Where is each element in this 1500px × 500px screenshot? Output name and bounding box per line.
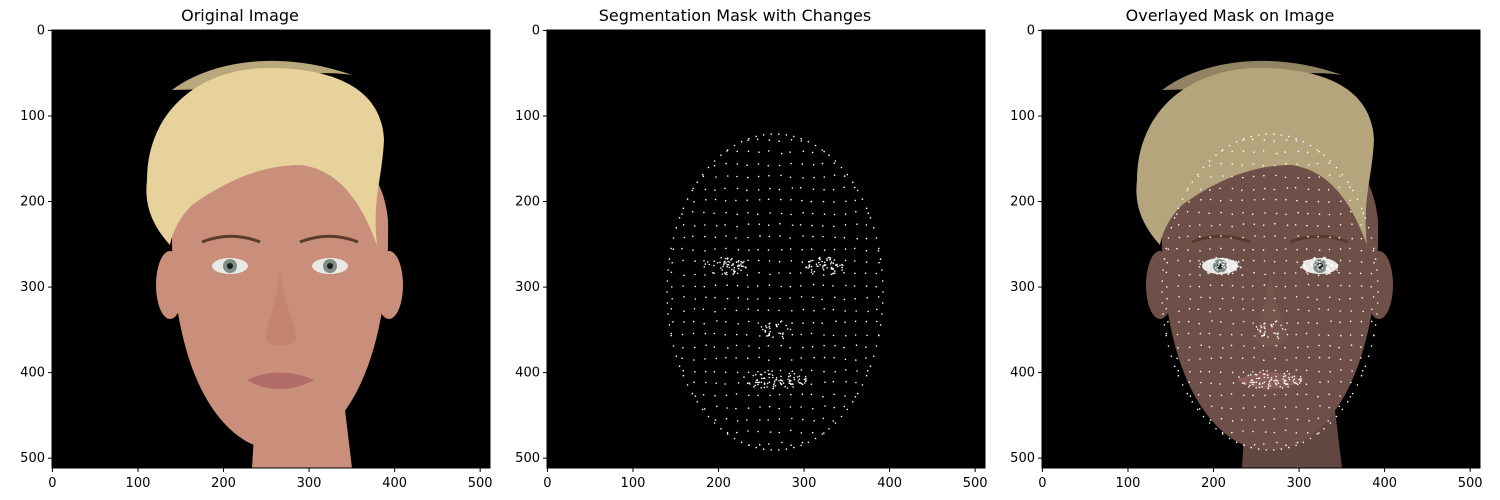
x-tick-label: 100 — [1116, 476, 1141, 491]
x-tick-label: 500 — [468, 476, 493, 491]
x-tick-label: 300 — [297, 476, 322, 491]
panel-title: Original Image — [181, 6, 299, 25]
x-tick-label: 100 — [621, 476, 646, 491]
y-tick-label: 400 — [515, 366, 540, 381]
panel-mask: Segmentation Mask with Changes 0 100 200 30… — [495, 0, 987, 500]
y-tick-label: 500 — [1010, 451, 1035, 466]
x-tick-label: 400 — [1372, 476, 1397, 491]
y-tick-label: 500 — [515, 451, 540, 466]
y-tick-label: 0 — [1027, 23, 1035, 38]
x-tick-label: 500 — [1458, 476, 1483, 491]
x-tick-label: 500 — [963, 476, 988, 491]
y-tick-label: 200 — [515, 195, 540, 210]
x-tick-label: 400 — [877, 476, 902, 491]
y-tick-label: 300 — [20, 280, 45, 295]
y-tick-label: 0 — [532, 23, 540, 38]
image-content — [547, 30, 985, 468]
panel-overlay: Overlayed Mask on Image 0 100 200 300 400 500… — [990, 0, 1482, 500]
x-tick-label: 0 — [543, 476, 551, 491]
x-tick-label: 100 — [126, 476, 151, 491]
y-tick-label: 400 — [20, 366, 45, 381]
x-tick-label: 300 — [792, 476, 817, 491]
y-tick-label: 500 — [20, 451, 45, 466]
image-content — [1042, 30, 1480, 468]
panel-original: Original Image 0 100 200 300 400 500 0 100 200 30… — [0, 0, 492, 500]
y-tick-label: 300 — [1010, 280, 1035, 295]
x-tick-label: 0 — [48, 476, 56, 491]
y-tick-label: 300 — [515, 280, 540, 295]
panel-title: Overlayed Mask on Image — [1125, 6, 1335, 25]
x-tick-label: 200 — [706, 476, 731, 491]
y-tick-label: 100 — [1010, 109, 1035, 124]
x-tick-label: 200 — [1201, 476, 1226, 491]
x-tick-label: 200 — [211, 476, 236, 491]
y-tick-label: 100 — [515, 109, 540, 124]
x-tick-label: 400 — [382, 476, 407, 491]
y-tick-label: 100 — [20, 109, 45, 124]
x-tick-label: 300 — [1287, 476, 1312, 491]
y-tick-label: 400 — [1010, 366, 1035, 381]
y-tick-label: 200 — [20, 195, 45, 210]
image-content — [52, 30, 490, 468]
panel-title: Segmentation Mask with Changes — [598, 6, 872, 25]
x-tick-label: 0 — [1038, 476, 1046, 491]
y-tick-label: 200 — [1010, 195, 1035, 210]
y-tick-label: 0 — [37, 23, 45, 38]
